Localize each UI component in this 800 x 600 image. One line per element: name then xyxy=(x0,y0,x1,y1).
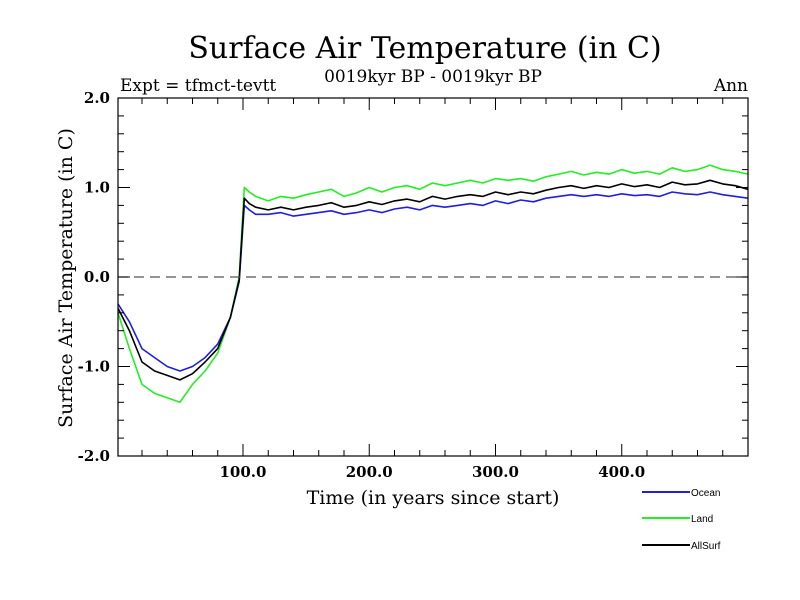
y-tick-label: -1.0 xyxy=(78,358,110,376)
x-tick-label: 400.0 xyxy=(598,463,645,481)
y-tick-label: 2.0 xyxy=(84,89,110,107)
legend: Ocean Land AllSurf xyxy=(642,488,721,552)
series-line-ocean xyxy=(117,191,749,372)
chart-title: Surface Air Temperature (in C) xyxy=(188,31,661,66)
y-tick-label: -2.0 xyxy=(78,447,110,465)
y-tick-label: 1.0 xyxy=(84,179,110,197)
period-label: Ann xyxy=(713,76,748,96)
y-tick-label: 0.0 xyxy=(84,268,110,286)
y-axis-label: Surface Air Temperature (in C) xyxy=(55,128,77,428)
x-tick-label: 100.0 xyxy=(219,463,266,481)
legend-label-ocean: Ocean xyxy=(691,488,720,499)
x-tick-label: 200.0 xyxy=(346,463,393,481)
experiment-label: Expt = tfmct-tevtt xyxy=(120,76,276,96)
legend-label-allsurf: AllSurf xyxy=(691,541,721,552)
legend-label-land: Land xyxy=(691,514,713,525)
x-axis-label: Time (in years since start) xyxy=(307,487,560,509)
series-line-land xyxy=(117,164,749,404)
axis-ticks: 100.0 200.0 300.0 400.0 -2.0 -1.0 0.0 1.0 2.0 xyxy=(78,89,748,481)
chart-subtitle: 0019kyr BP - 0019kyr BP xyxy=(324,67,542,87)
series-layer xyxy=(117,164,749,404)
series-line-allsurf xyxy=(117,179,749,381)
x-tick-label: 300.0 xyxy=(472,463,519,481)
